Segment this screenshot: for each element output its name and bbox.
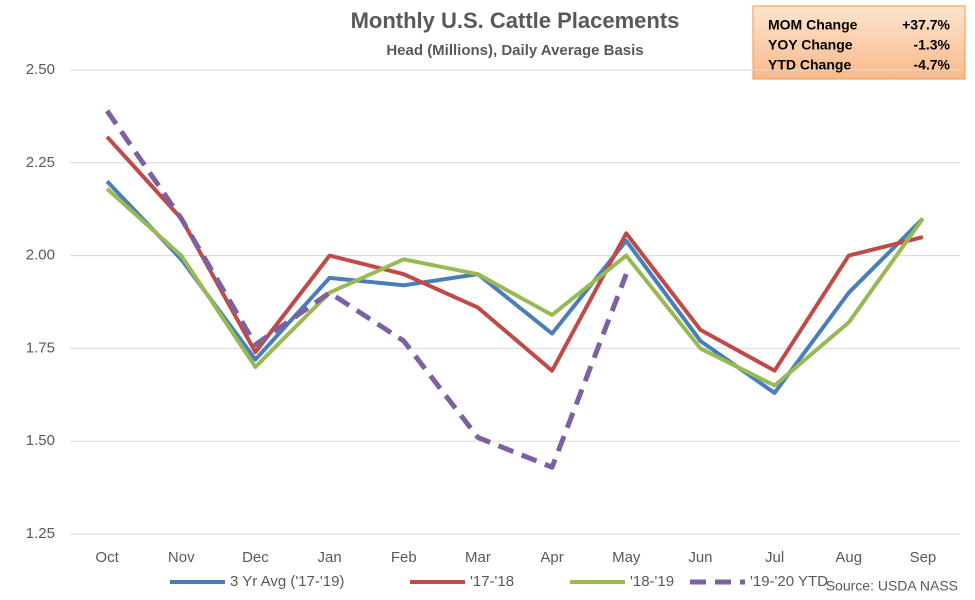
y-tick-label: 1.25	[26, 525, 55, 542]
info-value: -4.7%	[913, 57, 950, 73]
x-tick-label: Jul	[765, 549, 784, 566]
source: Source: USDA NASS	[826, 578, 958, 594]
series-line	[105, 187, 925, 388]
info-value: -1.3%	[913, 37, 950, 53]
series-line	[105, 135, 924, 373]
x-tick-label: Sep	[910, 549, 937, 566]
x-tick-label: May	[612, 549, 641, 566]
x-tick-label: Mar	[465, 549, 491, 566]
y-tick-label: 2.25	[26, 154, 55, 171]
x-tick-label: Dec	[242, 549, 269, 566]
y-tick-label: 2.50	[26, 61, 55, 78]
x-tick-label: Nov	[168, 549, 195, 566]
legend-label: '19-'20 YTD	[750, 573, 828, 590]
x-tick-label: Jun	[688, 549, 712, 566]
y-tick-label: 1.50	[26, 432, 55, 449]
legend-label: '17-'18	[470, 573, 514, 590]
series-line	[105, 109, 629, 470]
legend-label: 3 Yr Avg ('17-'19)	[230, 573, 344, 590]
x-tick-label: Apr	[540, 549, 563, 566]
y-tick-label: 2.00	[26, 247, 55, 264]
x-tick-label: Oct	[95, 549, 119, 566]
info-label: YOY Change	[768, 37, 853, 53]
chart-title: Monthly U.S. Cattle Placements	[351, 8, 680, 33]
info-box	[752, 5, 966, 80]
legend-label: '18-'19	[630, 573, 674, 590]
x-tick-label: Jan	[317, 549, 341, 566]
chart-subtitle: Head (Millions), Daily Average Basis	[386, 42, 643, 59]
y-tick-label: 1.75	[26, 339, 55, 356]
info-label: YTD Change	[768, 57, 851, 73]
x-tick-label: Aug	[835, 549, 862, 566]
x-tick-label: Feb	[391, 549, 417, 566]
info-label: MOM Change	[768, 17, 858, 33]
info-value: +37.7%	[902, 17, 950, 33]
